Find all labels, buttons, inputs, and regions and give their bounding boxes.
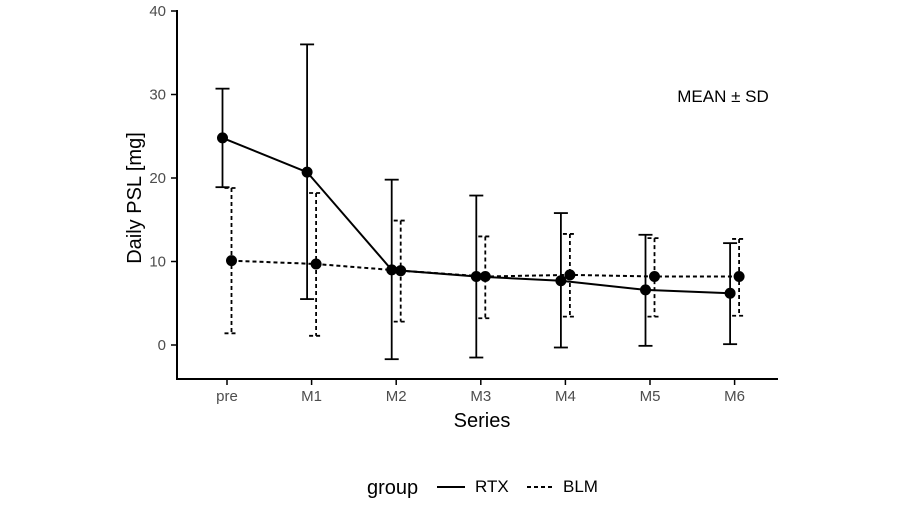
x-tick-label: M5 xyxy=(640,388,661,405)
data-point-blm xyxy=(226,255,237,267)
legend: group RTX BLM xyxy=(367,477,598,499)
y-tick-label: 20 xyxy=(149,170,166,187)
y-tick-label: 40 xyxy=(149,3,166,20)
y-axis-title: Daily PSL [mg] xyxy=(124,132,146,264)
y-tick-label: 10 xyxy=(149,254,166,271)
series-layer xyxy=(215,43,747,361)
x-tick-label: M3 xyxy=(470,388,491,405)
x-tick-label: M1 xyxy=(301,388,322,405)
x-tick-label: pre xyxy=(216,388,238,405)
legend-label-blm: BLM xyxy=(563,477,598,496)
series-rtx xyxy=(215,43,738,361)
data-point-rtx xyxy=(555,275,567,287)
y-tick-label: 30 xyxy=(149,87,166,104)
data-point-blm xyxy=(479,271,491,283)
y-tick-label: 0 xyxy=(158,337,166,354)
data-point-rtx xyxy=(301,166,313,178)
data-point-blm xyxy=(564,269,576,281)
x-tick-label: M6 xyxy=(724,388,745,405)
data-point-blm xyxy=(310,258,322,270)
data-point-blm xyxy=(395,265,407,277)
data-point-rtx xyxy=(640,284,651,296)
x-axis-title: Series xyxy=(454,410,511,432)
x-tick-label: M4 xyxy=(555,388,576,405)
axes xyxy=(176,10,778,380)
mean-sd-annotation: MEAN ± SD xyxy=(677,87,769,106)
data-point-blm xyxy=(649,271,660,283)
data-point-rtx xyxy=(217,132,228,144)
legend-label-rtx: RTX xyxy=(475,477,509,496)
data-point-blm xyxy=(733,271,745,283)
data-point-rtx xyxy=(724,287,736,299)
x-tick-label: M2 xyxy=(386,388,407,405)
series-blm xyxy=(224,187,747,337)
y-ticks: 0 10 20 30 40 xyxy=(149,3,177,354)
data-point-rtx xyxy=(386,264,398,276)
x-ticks: pre M1 M2 M3 M4 M5 M6 xyxy=(216,379,745,405)
legend-title: group xyxy=(367,477,418,499)
